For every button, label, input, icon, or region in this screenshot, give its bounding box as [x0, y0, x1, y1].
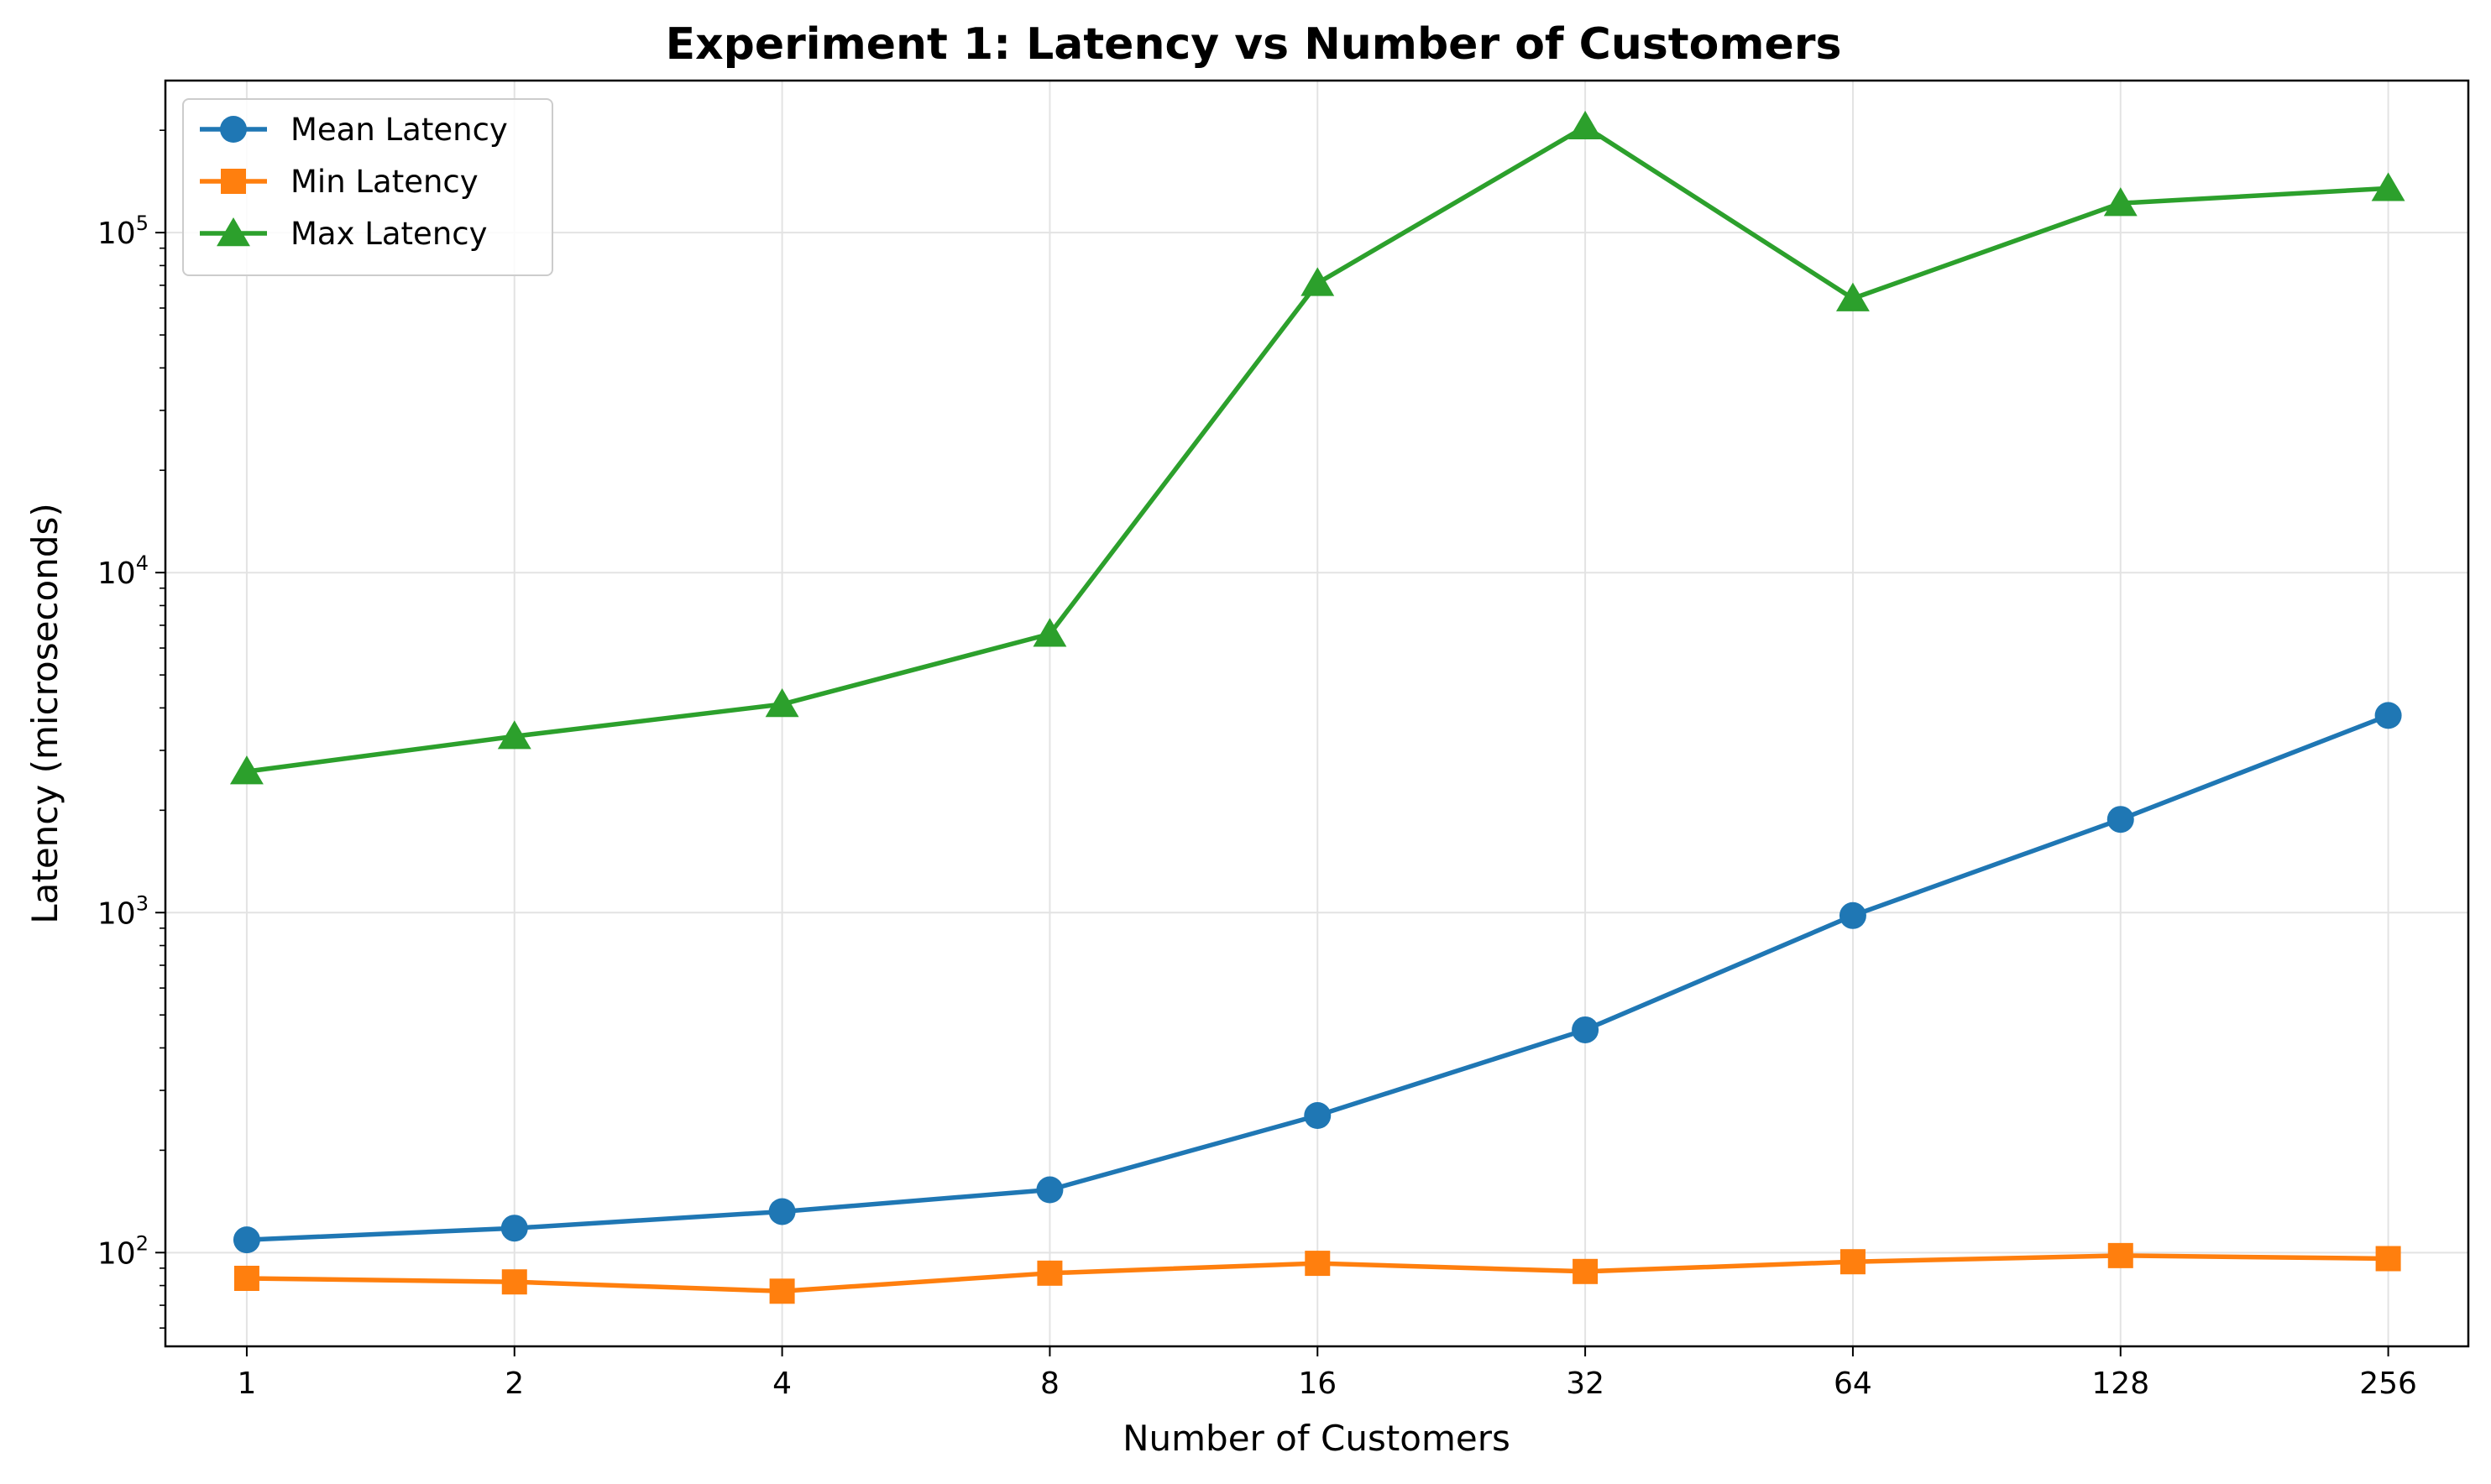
legend-box [182, 98, 553, 276]
data-point-mean-latency [1572, 1016, 1599, 1043]
data-point-min-latency [501, 1269, 527, 1295]
data-point-mean-latency [233, 1226, 260, 1254]
data-point-max-latency [229, 755, 264, 785]
data-point-max-latency [2371, 172, 2405, 201]
data-point-mean-latency [1036, 1176, 1064, 1204]
x-axis-label: Number of Customers [1123, 1418, 1510, 1459]
legend-label-min-latency: Min Latency [290, 164, 479, 200]
data-point-min-latency [2375, 1246, 2401, 1272]
data-point-min-latency [2107, 1242, 2133, 1268]
data-point-mean-latency [2374, 702, 2402, 729]
legend-marker-min-latency [221, 169, 246, 194]
series-layer [229, 110, 2405, 1304]
x-tick-label: 64 [1834, 1366, 1872, 1401]
x-tick-label: 16 [1298, 1366, 1337, 1401]
x-tick-label: 256 [2359, 1366, 2417, 1401]
legend-label-max-latency: Max Latency [290, 216, 488, 252]
data-point-mean-latency [2106, 806, 2134, 833]
x-tick-label: 32 [1566, 1366, 1604, 1401]
series-min-latency [233, 1242, 2401, 1304]
data-point-max-latency [2103, 187, 2138, 217]
x-tick-label: 128 [2091, 1366, 2149, 1401]
x-tick-label: 4 [772, 1366, 792, 1401]
x-tick-label: 2 [505, 1366, 524, 1401]
data-point-max-latency [1568, 110, 1603, 140]
data-point-max-latency [1835, 282, 1870, 311]
legend-label-mean-latency: Mean Latency [290, 112, 508, 148]
data-point-max-latency [497, 720, 531, 750]
x-tick-label: 8 [1040, 1366, 1060, 1401]
y-axis-label: Latency (microseconds) [24, 503, 65, 924]
data-point-mean-latency [1839, 901, 1866, 929]
legend: Mean Latency Min Latency Max Latency [182, 98, 553, 276]
chart-title: Experiment 1: Latency vs Number of Custo… [666, 19, 1842, 70]
data-point-max-latency [1300, 267, 1335, 296]
series-mean-latency [233, 702, 2402, 1254]
data-point-mean-latency [768, 1198, 796, 1225]
data-point-min-latency [1839, 1249, 1866, 1275]
data-point-max-latency [765, 688, 799, 718]
data-point-max-latency [1033, 618, 1067, 647]
y-tick-label: 103 [97, 891, 149, 931]
data-point-min-latency [1573, 1258, 1599, 1284]
data-point-min-latency [1305, 1251, 1331, 1277]
x-tick-label: 1 [237, 1366, 256, 1401]
data-point-min-latency [233, 1265, 259, 1291]
data-point-min-latency [1037, 1260, 1063, 1286]
legend-marker-mean-latency [220, 116, 247, 143]
data-point-mean-latency [500, 1215, 528, 1242]
x-axis: 1 2 4 8 16 32 64 128 256 [237, 1346, 2417, 1401]
data-point-min-latency [769, 1278, 795, 1304]
data-point-mean-latency [1304, 1102, 1332, 1130]
series-max-latency [229, 110, 2405, 785]
legend-marker-max-latency [217, 217, 250, 247]
